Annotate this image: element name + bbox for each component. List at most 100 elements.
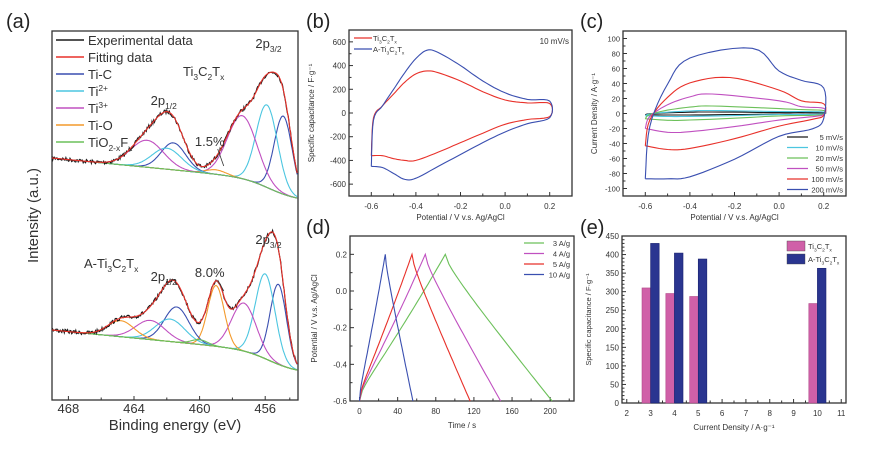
x-tick-label: 0.0: [500, 202, 512, 211]
x-tick-label: -0.2: [454, 202, 468, 211]
component-curve: [51, 319, 298, 371]
legend-label: 5 A/g: [553, 260, 570, 269]
y-tick-label: -80: [609, 170, 620, 179]
x-tick-label: 468: [58, 401, 80, 416]
x-tick-label: 40: [393, 407, 402, 416]
x-tick-label: 11: [837, 409, 846, 418]
percent-annotation: 8.0%: [195, 265, 225, 280]
y-axis-title: Intensity (a.u.): [25, 168, 42, 263]
x-tick-label: 10: [813, 409, 822, 418]
panel-b-frame: [348, 29, 573, 197]
y-tick-label: 400: [606, 251, 620, 260]
y-tick-label: 0: [342, 109, 347, 118]
y-tick-label: -0.6: [333, 397, 347, 406]
y-tick-label: 250: [606, 306, 620, 315]
sample-label: Ti3​C2​Tx​: [183, 64, 225, 82]
peak-annotation: 2p1/2​: [151, 269, 178, 287]
legend-label: Ti2+​: [88, 83, 108, 99]
panel-label-d: (d): [306, 217, 330, 239]
gcd-curve: [358, 252, 553, 402]
legend-label: 5 mV/s: [820, 133, 844, 142]
cv-curve: [645, 111, 827, 116]
gcd-curve: [358, 254, 414, 402]
y-axis-title: Specific capacitance / F·g⁻¹: [584, 273, 593, 366]
cv-curve: [644, 109, 827, 118]
sample-label: A-Ti3​C2​Tx​: [84, 256, 139, 274]
peak-annotation: 2p3/2​: [255, 36, 282, 54]
panel-d-gcd: 0 40 80 120 160 200 -0.6 -0.4 -0.2 0.0 0.2 Time / s…: [310, 235, 575, 430]
y-tick-label: 200: [333, 85, 347, 94]
y-tick-label: 100: [607, 35, 620, 44]
x-axis-title: Potential / V v.s. Ag/AgCl: [690, 213, 779, 222]
y-tick-label: -600: [330, 180, 347, 189]
y-tick-label: -0.4: [333, 360, 347, 369]
x-tick-label: 5: [696, 409, 701, 418]
y-tick-label: 150: [606, 343, 620, 352]
component-curve: [51, 284, 298, 371]
y-tick-label: 300: [606, 288, 620, 297]
y-tick-label: -100: [605, 185, 620, 194]
gcd-curve: [358, 252, 502, 402]
bar: [650, 243, 660, 404]
panel-a-frame: [51, 30, 299, 401]
legend-label: 20 mV/s: [815, 154, 843, 163]
x-tick-label: 464: [123, 401, 145, 416]
x-tick-label: 4: [672, 409, 677, 418]
y-tick-label: -400: [330, 156, 347, 165]
fit-curve: [51, 231, 298, 365]
y-tick-label: -20: [609, 125, 620, 134]
legend-swatch: [786, 240, 806, 252]
legend-label: Ti3+​: [88, 100, 108, 116]
y-tick-label: 0: [615, 399, 620, 408]
peak-annotation: 2p1/2​: [151, 93, 178, 111]
x-tick-label: 3: [648, 409, 653, 418]
panel-d-frame: [349, 235, 575, 402]
y-tick-label: -40: [609, 140, 620, 149]
y-tick-label: 40: [612, 80, 620, 89]
y-tick-label: 200: [606, 325, 620, 334]
legend-label: Ti-C: [88, 67, 112, 82]
cv-curve: [644, 47, 827, 180]
component-curve: [51, 283, 298, 365]
y-tick-label: 100: [606, 362, 620, 371]
legend-label: A-Ti3​C2​Tx​: [808, 255, 840, 266]
legend-label: Fitting data: [88, 50, 153, 65]
legend-label: Ti3​C2​Tx​: [373, 34, 397, 45]
background-curve: [51, 329, 298, 371]
x-tick-label: -0.2: [728, 202, 742, 211]
experimental-curve: [51, 228, 298, 365]
fit-curve: [51, 71, 298, 174]
cv-curve: [644, 76, 827, 151]
legend-label: 4 A/g: [553, 250, 570, 259]
bar: [808, 303, 818, 404]
gcd-curve: [358, 252, 471, 402]
x-axis-title: Potential / V v.s. Ag/AgCl: [416, 213, 505, 222]
x-tick-label: 160: [505, 407, 519, 416]
panel-label-b: (b): [306, 11, 330, 33]
x-tick-label: 456: [254, 401, 276, 416]
x-tick-label: -0.4: [409, 202, 423, 211]
x-axis-title: Binding energy (eV): [109, 417, 242, 434]
x-tick-label: 0: [357, 407, 362, 416]
annotation-arrow: [217, 148, 225, 167]
x-tick-label: 6: [720, 409, 725, 418]
x-axis-title: Current Density / A·g⁻¹: [693, 423, 774, 432]
background-curve: [51, 157, 298, 199]
x-tick-label: 200: [543, 407, 557, 416]
peak-annotation: 2p3/2​: [255, 232, 282, 250]
legend-label: Ti-O: [88, 118, 113, 133]
legend-label: TiO2-x​Fx​: [88, 135, 133, 153]
panel-label-e: (e): [580, 217, 604, 239]
bar: [665, 293, 675, 404]
legend-label: 3 A/g: [553, 239, 570, 248]
x-tick-label: 0.0: [774, 202, 786, 211]
panel-a-xps: 468 464 460 456 Binding energy (eV) Intensity…: [25, 30, 299, 434]
y-tick-label: 600: [333, 38, 347, 47]
y-tick-label: 0.2: [336, 250, 348, 259]
x-tick-label: 7: [744, 409, 749, 418]
x-axis-title: Time / s: [448, 421, 476, 430]
component-curve: [51, 318, 298, 371]
y-axis-title: Specific capacitance / F·g⁻¹: [307, 63, 316, 162]
x-tick-label: 460: [189, 401, 211, 416]
